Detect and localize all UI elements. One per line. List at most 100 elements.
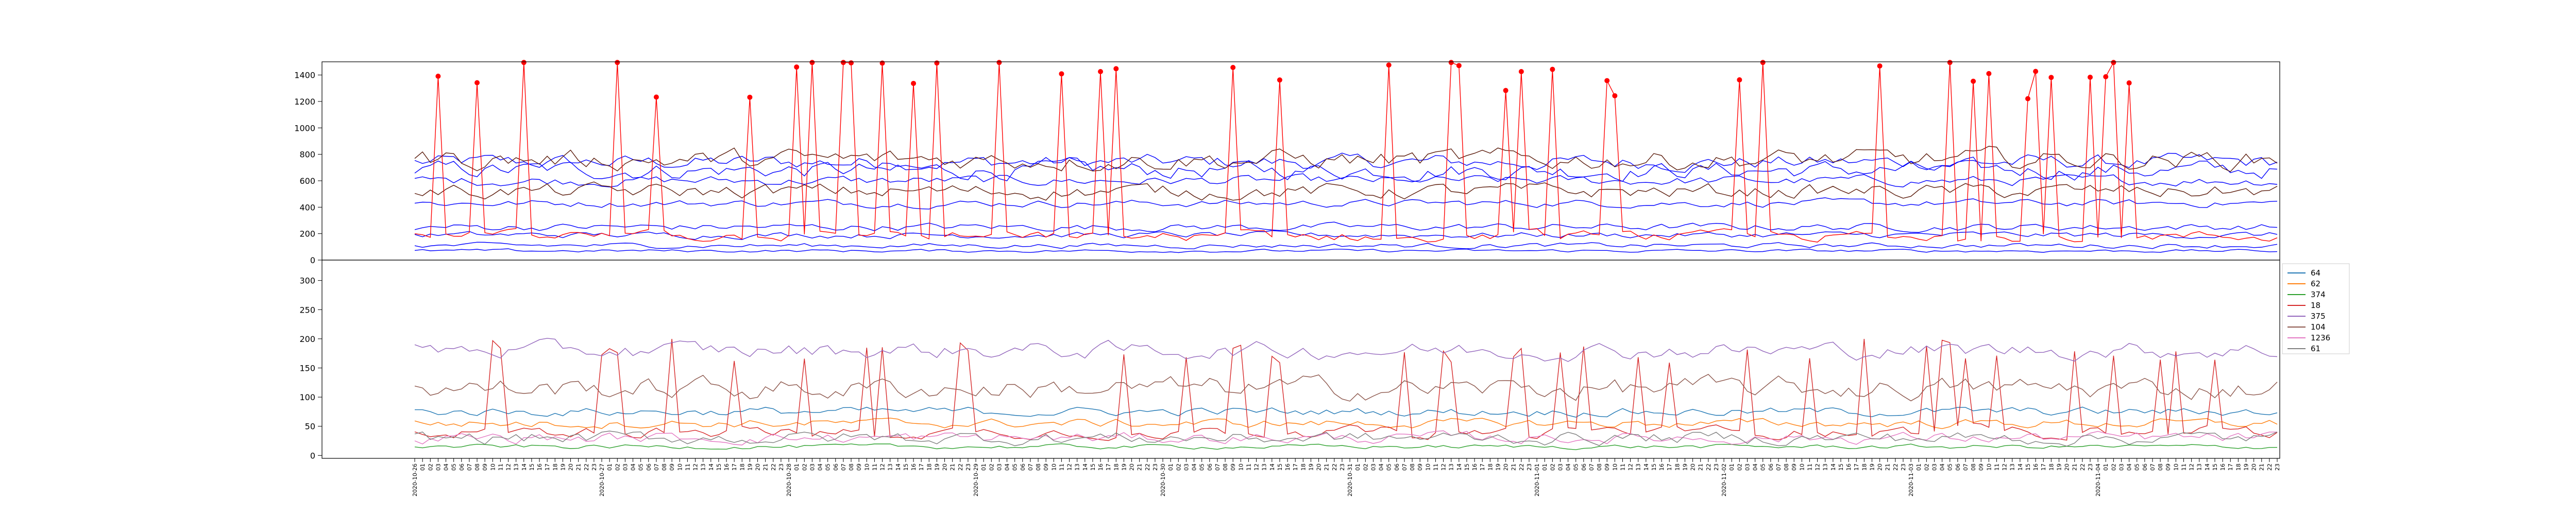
x-tick-label: 09 <box>1604 464 1611 471</box>
x-tick-label: 02 <box>988 464 995 471</box>
x-tick-label: 07 <box>840 464 847 471</box>
peak-marker <box>1604 78 1610 83</box>
x-tick-label: 2020-10-30 <box>1160 464 1166 496</box>
x-tick-label: 05 <box>1760 464 1767 471</box>
top-chart: 0 200 400 600 800 1000 1200 1400 <box>294 60 2280 265</box>
x-tick-label: 03 <box>809 464 816 471</box>
top-y-tick-label: 800 <box>299 150 315 160</box>
x-tick-label: 15 <box>1651 464 1657 471</box>
bottom-series-line <box>414 430 2277 445</box>
x-tick-label: 15 <box>1277 464 1283 471</box>
x-tick-label: 15 <box>903 464 909 471</box>
peak-marker <box>1448 60 1454 65</box>
x-tick-label: 22 <box>957 464 964 471</box>
top-series-line <box>414 61 2278 243</box>
x-tick-label: 03 <box>622 464 629 471</box>
x-tick-label: 07 <box>1027 464 1034 471</box>
x-tick-label: 04 <box>1191 464 1198 471</box>
x-tick-label: 10 <box>1612 464 1618 471</box>
x-tick-label: 10 <box>2173 464 2179 471</box>
peak-marker <box>1971 78 1976 84</box>
bottom-y-tick-label: 100 <box>299 392 315 402</box>
x-tick-label: 07 <box>2149 464 2156 471</box>
peak-marker <box>1230 65 1236 71</box>
x-tick-label: 01 <box>1354 464 1361 471</box>
x-tick-label: 12 <box>505 464 512 471</box>
x-tick-label: 20 <box>2251 464 2258 471</box>
x-tick-label: 03 <box>1370 464 1377 471</box>
x-tick-label: 12 <box>2002 464 2008 471</box>
x-tick-label: 01 <box>419 464 426 471</box>
x-tick-label: 02 <box>1362 464 1369 471</box>
x-tick-label: 19 <box>2056 464 2062 471</box>
x-tick-label: 20 <box>1690 464 1697 471</box>
x-tick-label: 23 <box>1713 464 1720 471</box>
x-tick-label: 22 <box>1705 464 1712 471</box>
x-tick-label: 09 <box>2165 464 2172 471</box>
bottom-y-tick-label: 200 <box>299 334 315 344</box>
bottom-plot-frame <box>321 260 2280 459</box>
legend-label: 1236 <box>2311 333 2330 342</box>
x-tick-label: 13 <box>513 464 520 471</box>
x-tick-label: 11 <box>497 464 504 471</box>
x-tick-label: 07 <box>1775 464 1782 471</box>
legend-label: 62 <box>2311 279 2320 288</box>
x-tick-label: 2020-10-29 <box>973 464 979 496</box>
x-tick-label: 06 <box>2142 464 2148 471</box>
x-tick-label: 22 <box>1144 464 1151 471</box>
x-tick-label: 09 <box>669 464 675 471</box>
x-tick-label: 23 <box>1900 464 1907 471</box>
x-tick-label: 21 <box>2072 464 2078 471</box>
x-tick-label: 11 <box>1993 464 2000 471</box>
x-tick-label: 03 <box>1557 464 1564 471</box>
x-tick-label: 08 <box>1409 464 1416 471</box>
x-tick-label: 23 <box>778 464 785 471</box>
x-tick-label: 08 <box>1222 464 1229 471</box>
legend-label: 18 <box>2311 301 2320 310</box>
x-tick-label: 21 <box>950 464 956 471</box>
x-tick-label: 04 <box>630 464 637 471</box>
top-series-line <box>414 221 2278 233</box>
peak-marker <box>996 60 1002 65</box>
x-tick-label: 12 <box>1440 464 1447 471</box>
x-tick-label: 2020-11-01 <box>1534 464 1540 496</box>
x-tick-label: 08 <box>1596 464 1603 471</box>
x-tick-label: 13 <box>1635 464 1642 471</box>
x-tick-label: 05 <box>638 464 645 471</box>
x-tick-label: 14 <box>1269 464 1276 471</box>
x-tick-label: 19 <box>1682 464 1688 471</box>
x-tick-label: 06 <box>1955 464 1961 471</box>
x-tick-label: 20 <box>2064 464 2071 471</box>
x-tick-label: 17 <box>731 464 738 471</box>
x-tick-label: 06 <box>833 464 839 471</box>
x-tick-label: 08 <box>1970 464 1977 471</box>
x-tick-label: 22 <box>2266 464 2273 471</box>
x-tick-label: 14 <box>1082 464 1089 471</box>
x-tick-label: 14 <box>708 464 715 471</box>
x-tick-label: 10 <box>1050 464 1057 471</box>
x-tick-label: 04 <box>817 464 824 471</box>
x-tick-label: 15 <box>2025 464 2031 471</box>
x-tick-label: 06 <box>459 464 465 471</box>
top-y-tick-label: 0 <box>310 255 315 265</box>
x-tick-label: 20 <box>1877 464 1884 471</box>
x-tick-label: 11 <box>1058 464 1065 471</box>
x-tick-label: 05 <box>1199 464 1206 471</box>
peak-marker <box>615 60 620 65</box>
x-tick-label: 10 <box>1986 464 1992 471</box>
x-tick-label: 14 <box>1643 464 1650 471</box>
peak-marker <box>911 80 917 86</box>
x-tick-label: 18 <box>552 464 558 471</box>
top-plot-lines <box>414 61 2278 253</box>
x-tick-label: 19 <box>560 464 566 471</box>
x-tick-label: 19 <box>934 464 940 471</box>
peak-marker <box>849 60 854 66</box>
peak-marker <box>474 80 480 85</box>
top-series-line <box>414 230 2278 240</box>
x-tick-label: 05 <box>1573 464 1580 471</box>
x-tick-label: 10 <box>489 464 496 471</box>
peak-marker <box>747 94 753 100</box>
legend-label: 104 <box>2311 322 2326 332</box>
x-tick-label: 07 <box>1214 464 1221 471</box>
